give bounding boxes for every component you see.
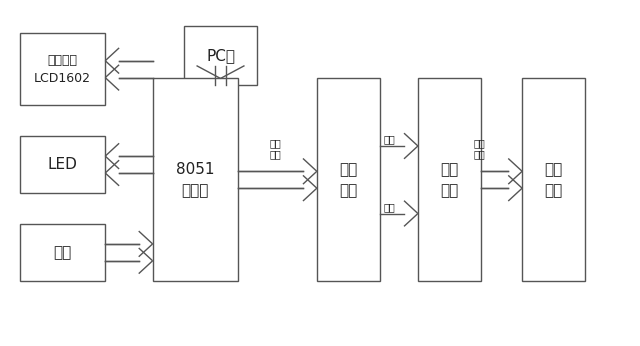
Text: 控制
信号: 控制 信号 <box>270 138 282 160</box>
Bar <box>184 26 257 85</box>
Bar <box>418 79 481 281</box>
Bar <box>20 224 105 281</box>
Bar <box>317 79 380 281</box>
Bar <box>152 79 238 281</box>
Text: 控制
电路: 控制 电路 <box>339 162 358 198</box>
Text: 8051
单片机: 8051 单片机 <box>176 162 214 198</box>
Bar <box>522 79 586 281</box>
Text: LED: LED <box>47 157 77 172</box>
Text: 细分: 细分 <box>383 134 396 144</box>
Bar <box>20 136 105 193</box>
Text: 驱动
信号: 驱动 信号 <box>474 138 486 160</box>
Text: 液晶显示
LCD1602: 液晶显示 LCD1602 <box>34 54 91 85</box>
Text: PC机: PC机 <box>206 48 235 63</box>
Text: 功能: 功能 <box>383 202 396 212</box>
Text: 驱动
电路: 驱动 电路 <box>440 162 459 198</box>
Text: 步进
电机: 步进 电机 <box>545 162 563 198</box>
Bar <box>20 33 105 106</box>
Text: 键盘: 键盘 <box>54 245 72 260</box>
